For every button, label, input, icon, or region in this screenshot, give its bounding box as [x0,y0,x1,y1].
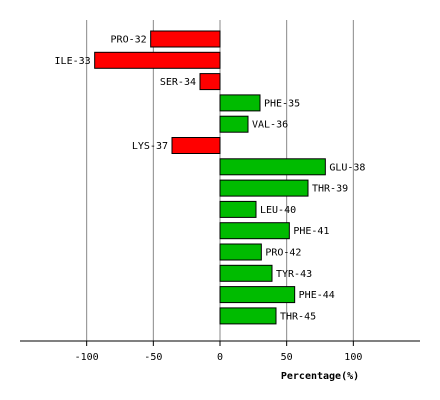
tick-label: -100 [75,352,99,363]
bar-label: TYR-43 [276,269,312,280]
bar-label: LEU-40 [260,205,296,216]
bar-label: LYS-37 [132,141,168,152]
bar-label: PHE-44 [299,290,335,301]
bar-pro-42 [219,243,262,261]
bar-label: ILE-33 [55,56,91,67]
bar-label: PRO-42 [265,248,301,259]
bar-pro-32 [150,30,221,48]
bar-thr-39 [219,179,309,197]
bar-label: PHE-41 [293,226,329,237]
bar-tyr-43 [219,264,273,282]
tick-label: 50 [281,352,293,363]
bars [94,30,326,325]
bar-lys-37 [171,137,221,154]
bar-labels: PRO-32 ILE-33 SER-34 PHE-35 VAL-36 LYS-37 GLU-… [55,35,366,323]
bar-phe-41 [219,222,290,240]
bar-thr-45 [219,307,277,325]
bar-glu-38 [219,158,326,176]
bar-label: PRO-32 [111,35,147,46]
bar-label: THR-45 [280,311,316,322]
bar-ile-33 [94,51,221,69]
bar-ser-34 [199,73,221,91]
bar-phe-35 [219,94,261,112]
bar-label: SER-34 [160,77,196,88]
bar-label: VAL-36 [252,120,288,131]
bar-label: PHE-35 [264,98,300,109]
tick-label: -50 [144,352,162,363]
x-axis-label: Percentage(%) [281,371,359,382]
tick-label: 100 [344,352,362,363]
bar-label: THR-39 [312,184,348,195]
bar-label: GLU-38 [329,162,365,173]
x-axis-ticks: -100 -50 0 50 100 [75,341,362,363]
bar-leu-40 [219,200,257,218]
bar-phe-44 [219,286,296,304]
bar-val-36 [219,115,249,133]
tick-label: 0 [217,352,223,363]
